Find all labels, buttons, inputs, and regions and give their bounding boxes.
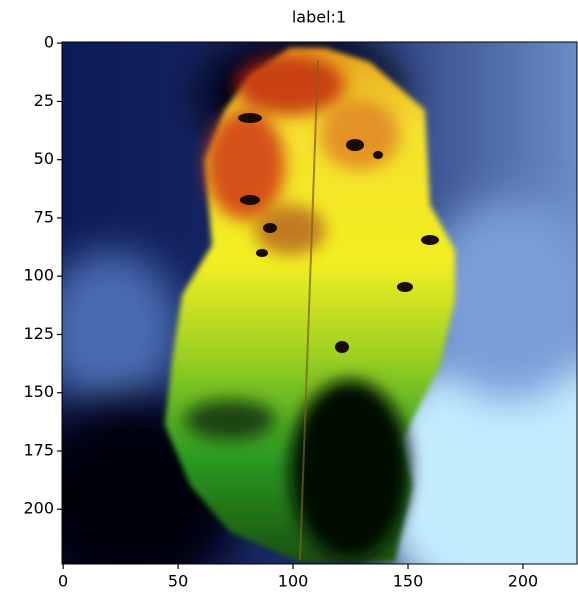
image bbox=[62, 42, 577, 564]
x-tick-label: 50 bbox=[168, 572, 188, 591]
y-tick-label: 75 bbox=[34, 207, 54, 226]
axes-frame bbox=[61, 41, 578, 565]
x-tick-label: 150 bbox=[393, 572, 424, 591]
y-tick-label: 50 bbox=[34, 149, 54, 168]
x-tick-label: 0 bbox=[58, 572, 68, 591]
y-tick-label: 125 bbox=[23, 324, 54, 343]
y-tick-label: 0 bbox=[44, 33, 54, 52]
y-tick-label: 150 bbox=[23, 382, 54, 401]
x-tick-label: 200 bbox=[508, 572, 539, 591]
chart-title: label:1 bbox=[292, 8, 346, 27]
y-tick-label: 100 bbox=[23, 266, 54, 285]
y-tick-label: 200 bbox=[23, 499, 54, 518]
x-tick-label: 100 bbox=[278, 572, 309, 591]
y-tick-label: 175 bbox=[23, 440, 54, 459]
y-tick-label: 25 bbox=[34, 91, 54, 110]
